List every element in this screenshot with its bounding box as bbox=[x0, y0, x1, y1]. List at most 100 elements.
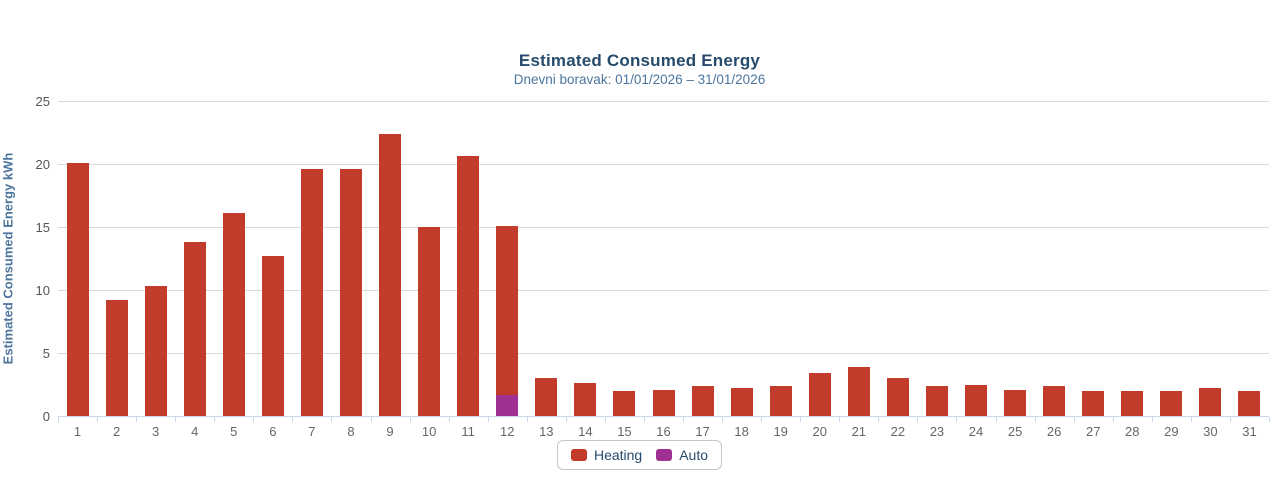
bar-heating-day-17[interactable] bbox=[691, 385, 714, 416]
x-axis-tick bbox=[1190, 417, 1192, 422]
x-axis-tick bbox=[1034, 417, 1036, 422]
x-tick-label-3: 3 bbox=[152, 424, 160, 439]
x-axis-tick bbox=[878, 417, 880, 422]
x-tick-label-28: 28 bbox=[1125, 424, 1140, 439]
x-tick-label-14: 14 bbox=[578, 424, 593, 439]
x-axis-tick bbox=[1229, 417, 1231, 422]
bar-heating-day-23[interactable] bbox=[925, 385, 948, 416]
bar-heating-day-12[interactable] bbox=[496, 225, 519, 395]
x-axis-tick bbox=[292, 417, 294, 422]
y-tick-label-20: 20 bbox=[35, 157, 50, 172]
bar-heating-day-29[interactable] bbox=[1160, 390, 1183, 416]
bar-heating-day-6[interactable] bbox=[261, 255, 284, 416]
x-axis-tick bbox=[448, 417, 450, 422]
bar-heating-day-9[interactable] bbox=[379, 133, 402, 416]
x-axis-tick bbox=[917, 417, 919, 422]
x-tick-label-6: 6 bbox=[269, 424, 277, 439]
legend-item-heating[interactable]: Heating bbox=[570, 447, 643, 463]
auto-swatch-icon bbox=[656, 449, 673, 461]
x-tick-label-23: 23 bbox=[929, 424, 945, 439]
bar-heating-day-25[interactable] bbox=[1004, 389, 1027, 416]
bar-heating-day-30[interactable] bbox=[1199, 388, 1222, 416]
x-axis-tick bbox=[370, 417, 372, 422]
x-tick-label-13: 13 bbox=[539, 424, 554, 439]
bar-heating-day-8[interactable] bbox=[339, 169, 362, 416]
heating-swatch-icon bbox=[570, 449, 587, 461]
x-axis-tick bbox=[253, 417, 255, 422]
x-tick-label-20: 20 bbox=[812, 424, 827, 439]
y-tick-label-0: 0 bbox=[42, 409, 50, 424]
x-tick-label-1: 1 bbox=[73, 424, 82, 439]
x-axis-tick bbox=[839, 417, 841, 422]
bar-heating-day-26[interactable] bbox=[1043, 385, 1066, 416]
bar-heating-day-21[interactable] bbox=[847, 366, 870, 416]
bar-heating-day-7[interactable] bbox=[300, 169, 323, 416]
y-axis-title: Estimated Consumed Energy kWh bbox=[0, 152, 16, 365]
y-tick-label-10: 10 bbox=[35, 283, 50, 298]
x-axis-tick bbox=[683, 417, 685, 422]
y-tick-label-25: 25 bbox=[35, 94, 50, 109]
x-tick-label-30: 30 bbox=[1203, 424, 1218, 439]
bar-heating-day-11[interactable] bbox=[457, 156, 480, 416]
x-tick-label-8: 8 bbox=[347, 424, 355, 439]
x-axis-tick bbox=[565, 417, 567, 422]
x-axis-tick bbox=[526, 417, 528, 422]
bar-heating-day-19[interactable] bbox=[769, 385, 792, 416]
x-tick-label-5: 5 bbox=[230, 424, 238, 439]
x-axis-tick bbox=[58, 417, 59, 422]
x-axis-tick bbox=[1073, 417, 1075, 422]
gridline-y-20 bbox=[58, 164, 1269, 165]
legend-inner: Heating Auto bbox=[556, 440, 723, 470]
legend-label-heating: Heating bbox=[593, 447, 643, 463]
x-axis-tick bbox=[604, 417, 606, 422]
x-axis-tick bbox=[1151, 417, 1153, 422]
x-axis-tick bbox=[956, 417, 958, 422]
bar-auto-day-12[interactable] bbox=[496, 394, 519, 416]
bar-heating-day-18[interactable] bbox=[730, 388, 753, 416]
bar-heating-day-10[interactable] bbox=[418, 227, 441, 416]
bar-heating-day-28[interactable] bbox=[1121, 390, 1144, 416]
bar-heating-day-24[interactable] bbox=[965, 384, 988, 416]
x-tick-label-17: 17 bbox=[695, 424, 710, 439]
x-axis-tick bbox=[1269, 417, 1270, 422]
x-tick-label-31: 31 bbox=[1242, 424, 1257, 439]
legend-item-auto[interactable]: Auto bbox=[656, 447, 708, 463]
x-tick-label-27: 27 bbox=[1085, 424, 1101, 439]
x-axis-tick bbox=[409, 417, 411, 422]
bar-heating-day-16[interactable] bbox=[652, 389, 675, 416]
x-tick-label-21: 21 bbox=[851, 424, 867, 439]
x-axis-tick bbox=[136, 417, 138, 422]
x-axis-tick bbox=[995, 417, 997, 422]
x-tick-label-7: 7 bbox=[308, 424, 316, 439]
gridline-y-5 bbox=[58, 353, 1269, 354]
bar-heating-day-1[interactable] bbox=[66, 162, 89, 416]
gridline-y-15 bbox=[58, 227, 1269, 228]
x-axis-tick bbox=[214, 417, 216, 422]
x-axis-tick bbox=[761, 417, 763, 422]
bar-heating-day-4[interactable] bbox=[183, 242, 206, 416]
chart-title: Estimated Consumed Energy bbox=[518, 51, 761, 70]
x-axis-tick bbox=[643, 417, 645, 422]
bar-heating-day-3[interactable] bbox=[144, 286, 167, 416]
x-axis-tick bbox=[175, 417, 177, 422]
bar-heating-day-15[interactable] bbox=[613, 390, 636, 416]
bar-heating-day-5[interactable] bbox=[222, 213, 245, 416]
x-tick-label-22: 22 bbox=[890, 424, 906, 439]
bar-heating-day-20[interactable] bbox=[808, 373, 831, 416]
x-tick-label-4: 4 bbox=[191, 424, 199, 439]
bar-heating-day-27[interactable] bbox=[1082, 390, 1105, 416]
legend-label-auto: Auto bbox=[679, 447, 709, 463]
bar-heating-day-31[interactable] bbox=[1238, 390, 1261, 416]
y-tick-label-15: 15 bbox=[35, 220, 50, 235]
bar-heating-day-13[interactable] bbox=[535, 378, 558, 416]
x-axis-tick bbox=[800, 417, 802, 422]
x-tick-label-19: 19 bbox=[773, 424, 788, 439]
x-tick-label-11: 11 bbox=[461, 424, 475, 439]
bar-heating-day-22[interactable] bbox=[886, 378, 909, 416]
bar-heating-day-14[interactable] bbox=[574, 383, 597, 416]
bar-heating-day-2[interactable] bbox=[105, 300, 128, 416]
gridline-y-10 bbox=[58, 290, 1269, 291]
x-tick-label-2: 2 bbox=[112, 424, 121, 439]
x-tick-label-9: 9 bbox=[386, 424, 394, 439]
